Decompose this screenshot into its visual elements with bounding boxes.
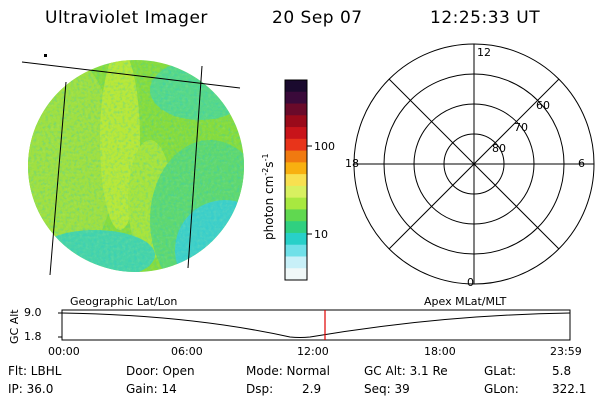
mlt-label-6: 6 [578,157,585,170]
timeline-xtick-0000: 00:00 [48,345,80,358]
timeline-panel [58,309,571,341]
timeline-left-label: Geographic Lat/Lon [70,295,178,308]
glon-value: 322.1 [552,382,587,396]
colorbar-band [285,221,307,234]
colorbar-band [285,244,307,257]
lat-label-70: 70 [514,121,528,134]
glat-value: 5.8 [552,364,572,378]
polar-plot [353,43,595,285]
grid-dot [44,54,47,57]
colorbar-band [285,162,307,175]
glat-label: GLat: [484,364,517,378]
geographic-grid-lines [21,61,241,276]
timeline-right-label: Apex MLat/MLT [424,295,507,308]
lat-label-80: 80 [492,142,506,155]
colorbar-band [285,115,307,128]
door-info: Door: Open [126,364,195,378]
timeline-xtick-1200: 12:00 [297,345,329,358]
altitude-curve [61,312,571,338]
colorbar-tick-10: 10 [314,228,328,241]
mlt-label-0: 0 [467,276,474,289]
mlt-label-12: 12 [477,46,491,59]
colorbar-band [285,138,307,152]
dsp-value: 2.9 [302,382,322,396]
observation-time: 12:25:33 UT [430,8,541,28]
gain-info: Gain: 14 [126,382,177,396]
dsp-label: Dsp: [246,382,274,396]
colorbar-band [285,91,307,105]
colorbar-band [285,209,307,222]
instrument-title: Ultraviolet Imager [45,8,208,28]
lat-label-60: 60 [536,99,550,112]
colorbar-tick-100: 100 [314,140,335,153]
observation-date: 20 Sep 07 [272,8,363,28]
colorbar-band [285,174,307,187]
ip-info: IP: 36.0 [8,382,54,396]
seq-info: Seq: 39 [364,382,410,396]
uv-image-disk [28,60,244,272]
colorbar-band [285,185,307,199]
colorbar-band [285,268,307,281]
timeline-axis-title: GC Alt [8,309,21,344]
gc-alt-info: GC Alt: 3.1 Re [364,364,448,378]
mode-info: Mode: Normal [246,364,330,378]
colorbar-band [285,127,307,140]
colorbar-band [285,80,307,93]
colorbar-band [285,197,307,210]
filter-info: Flt: LBHL [8,364,62,378]
timeline-xtick-0600: 06:00 [171,345,203,358]
mlt-label-18: 18 [345,157,359,170]
colorbar-band [285,103,307,116]
colorbar-band [285,150,307,163]
colorbar [284,79,312,281]
colorbar-band [285,256,307,269]
glon-label: GLon: [484,382,519,396]
colorbar-band [285,232,307,246]
timeline-xtick-2359: 23:59 [550,345,582,358]
timeline-ytick-1-8: 1.8 [24,330,42,343]
colorbar-unit-label: photon cm-2s-1 [261,153,276,240]
timeline-xtick-1800: 18:00 [424,345,456,358]
timeline-ytick-9: 9.0 [24,306,42,319]
